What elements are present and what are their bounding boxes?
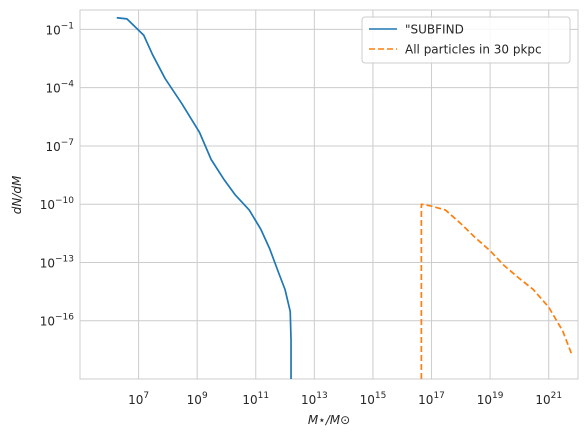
x-tick-label: 1019 [477,391,504,407]
y-axis-label: dN/dM [10,175,24,214]
x-tick-label: 1021 [535,391,562,407]
x-tick-label: 109 [187,391,208,407]
x-tick-label: 1017 [418,391,445,407]
series-layer [116,16,573,379]
x-tick-label: 1011 [242,391,269,407]
legend-box [361,16,571,64]
legend-label-subfind: "SUBFIND [405,23,464,37]
x-axis-label: M⋆/M⊙ [308,413,350,427]
plot-area [79,9,579,380]
y-tick-label: 10−10 [40,196,75,212]
x-tick-label: 107 [128,391,149,407]
y-tick-label: 10−4 [45,80,74,96]
x-tick-label: 1013 [301,391,328,407]
grid-lines [80,10,578,379]
y-tick-label: 10−13 [40,254,74,270]
y-tick-label: 10−7 [45,138,74,154]
legend: "SUBFIND All particles in 30 pkpc [361,16,571,64]
x-tick-label: 1015 [360,391,387,407]
y-tick-label: 10−1 [45,21,74,37]
y-tick-labels: 10−1 10−4 10−7 10−10 10−13 10−16 [40,21,75,328]
legend-label-all-particles: All particles in 30 pkpc [405,43,542,57]
series-subfind-line [116,16,292,379]
series-all-particles-line [420,203,573,379]
x-tick-labels: 107 109 1011 1013 1015 1017 1019 1021 [128,391,562,407]
y-tick-label: 10−16 [40,313,75,329]
